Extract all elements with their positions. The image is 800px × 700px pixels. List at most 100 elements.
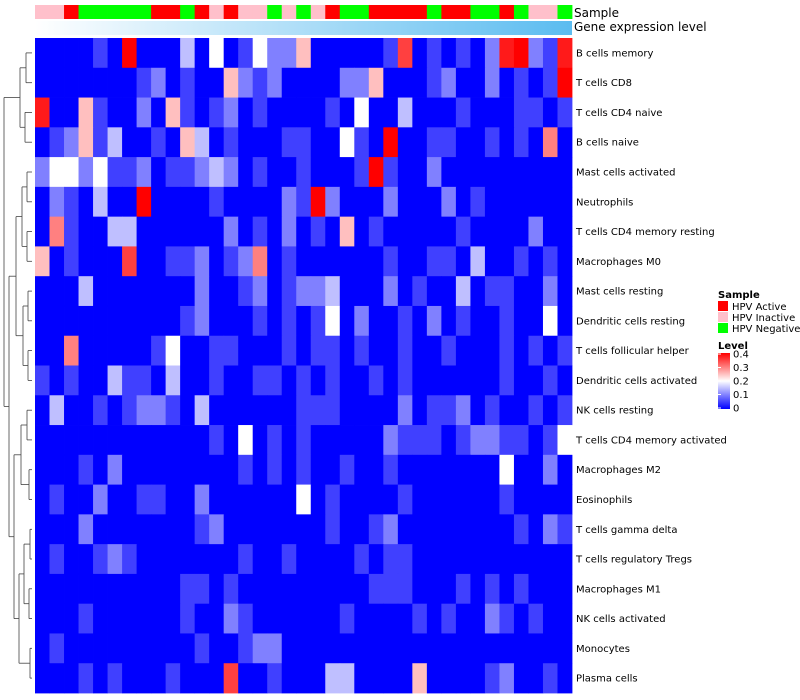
gene-expression-gradient-bar [35, 21, 572, 35]
heatmap-cell [368, 97, 384, 128]
heatmap-cell [310, 335, 326, 366]
heatmap-cell [107, 603, 123, 634]
heatmap-cell [339, 157, 355, 188]
heatmap-cell [542, 573, 558, 605]
heatmap-cell [281, 305, 297, 337]
heatmap-cell [209, 395, 225, 426]
heatmap-cell [310, 97, 326, 128]
heatmap-cell [528, 127, 544, 158]
heatmap-cell [180, 514, 196, 545]
heatmap-cell [528, 97, 544, 128]
sample-annotation-cell [455, 5, 471, 19]
sample-annotation-cell [296, 5, 312, 19]
heatmap-cell [513, 484, 529, 515]
heatmap-cell [296, 97, 312, 128]
heatmap-cell [122, 573, 137, 605]
sample-annotation-cell [180, 5, 196, 19]
heatmap-cell [484, 335, 500, 366]
heatmap-cell [281, 157, 297, 188]
heatmap-cell [441, 335, 457, 366]
heatmap-cell [252, 97, 268, 128]
heatmap-cell [426, 484, 442, 515]
heatmap-cell [151, 157, 167, 188]
heatmap-cell [412, 305, 428, 337]
heatmap-cell [238, 425, 254, 456]
sample-annotation-cell [223, 5, 239, 19]
heatmap-cell [107, 514, 123, 545]
heatmap-cell [49, 425, 65, 456]
heatmap-cell [180, 544, 196, 575]
heatmap-cell [64, 365, 79, 396]
heatmap-cell [397, 514, 413, 545]
heatmap-cell [528, 186, 544, 218]
row-label: Macrophages M0 [576, 257, 661, 268]
heatmap-cell [426, 186, 442, 218]
heatmap-cell [499, 484, 515, 515]
heatmap-cell [252, 573, 268, 605]
heatmap-cell [136, 425, 152, 456]
heatmap-cell [93, 484, 108, 515]
heatmap-cell [354, 544, 370, 575]
heatmap-cell [136, 544, 152, 575]
heatmap-cell [441, 38, 457, 69]
heatmap-cell [354, 216, 370, 247]
heatmap-cell [35, 663, 50, 694]
heatmap-cell [528, 246, 544, 277]
heatmap-cell [223, 127, 239, 158]
level-tick-label: 0.3 [733, 363, 749, 374]
heatmap-cell [49, 186, 65, 218]
heatmap-cell [35, 573, 50, 605]
heatmap-cell [296, 186, 312, 218]
heatmap-cell [513, 127, 529, 158]
heatmap-cell [339, 365, 355, 396]
heatmap-cell [122, 484, 137, 515]
heatmap-cell [325, 425, 341, 456]
heatmap-cell [209, 186, 225, 218]
heatmap-cell [49, 335, 65, 366]
heatmap-cell [470, 603, 486, 634]
heatmap-cell [165, 157, 181, 188]
heatmap-cell [122, 544, 137, 575]
heatmap-cell [296, 365, 312, 396]
heatmap-cell [557, 67, 573, 98]
heatmap-cell [455, 38, 471, 69]
heatmap-cell [426, 335, 442, 366]
heatmap-cell [238, 127, 254, 158]
heatmap-cell [49, 663, 65, 694]
heatmap-cell [267, 276, 283, 307]
heatmap-cell [107, 573, 123, 605]
heatmap-cell [267, 305, 283, 337]
heatmap-cell [151, 573, 167, 605]
heatmap-cell [78, 454, 94, 485]
heatmap-cell [296, 633, 312, 664]
heatmap-cell [296, 573, 312, 605]
heatmap-cell [528, 633, 544, 664]
row-label: Monocytes [576, 644, 630, 655]
sample-annotation-cell [35, 5, 50, 19]
heatmap-cell [151, 663, 167, 694]
heatmap-cell [412, 335, 428, 366]
heatmap-cell [64, 484, 79, 515]
heatmap-cell [107, 38, 123, 69]
heatmap-cell [49, 514, 65, 545]
sample-annotation-cell [426, 5, 442, 19]
heatmap-cell [267, 216, 283, 247]
heatmap-cell [484, 603, 500, 634]
heatmap-cell [470, 454, 486, 485]
heatmap-cell [180, 246, 196, 277]
heatmap-cell [136, 216, 152, 247]
heatmap-cell [180, 216, 196, 247]
heatmap-cell [310, 454, 326, 485]
heatmap-cell [223, 186, 239, 218]
heatmap-cell [180, 127, 196, 158]
heatmap-cell [194, 216, 210, 247]
sample-annotation-cell [412, 5, 428, 19]
heatmap-cell [252, 365, 268, 396]
heatmap-cell [122, 365, 137, 396]
heatmap-cell [528, 573, 544, 605]
heatmap-cell [296, 454, 312, 485]
heatmap-cell [339, 97, 355, 128]
heatmap-cell [339, 663, 355, 694]
heatmap-cell [252, 663, 268, 694]
row-label: NK cells resting [576, 406, 653, 417]
